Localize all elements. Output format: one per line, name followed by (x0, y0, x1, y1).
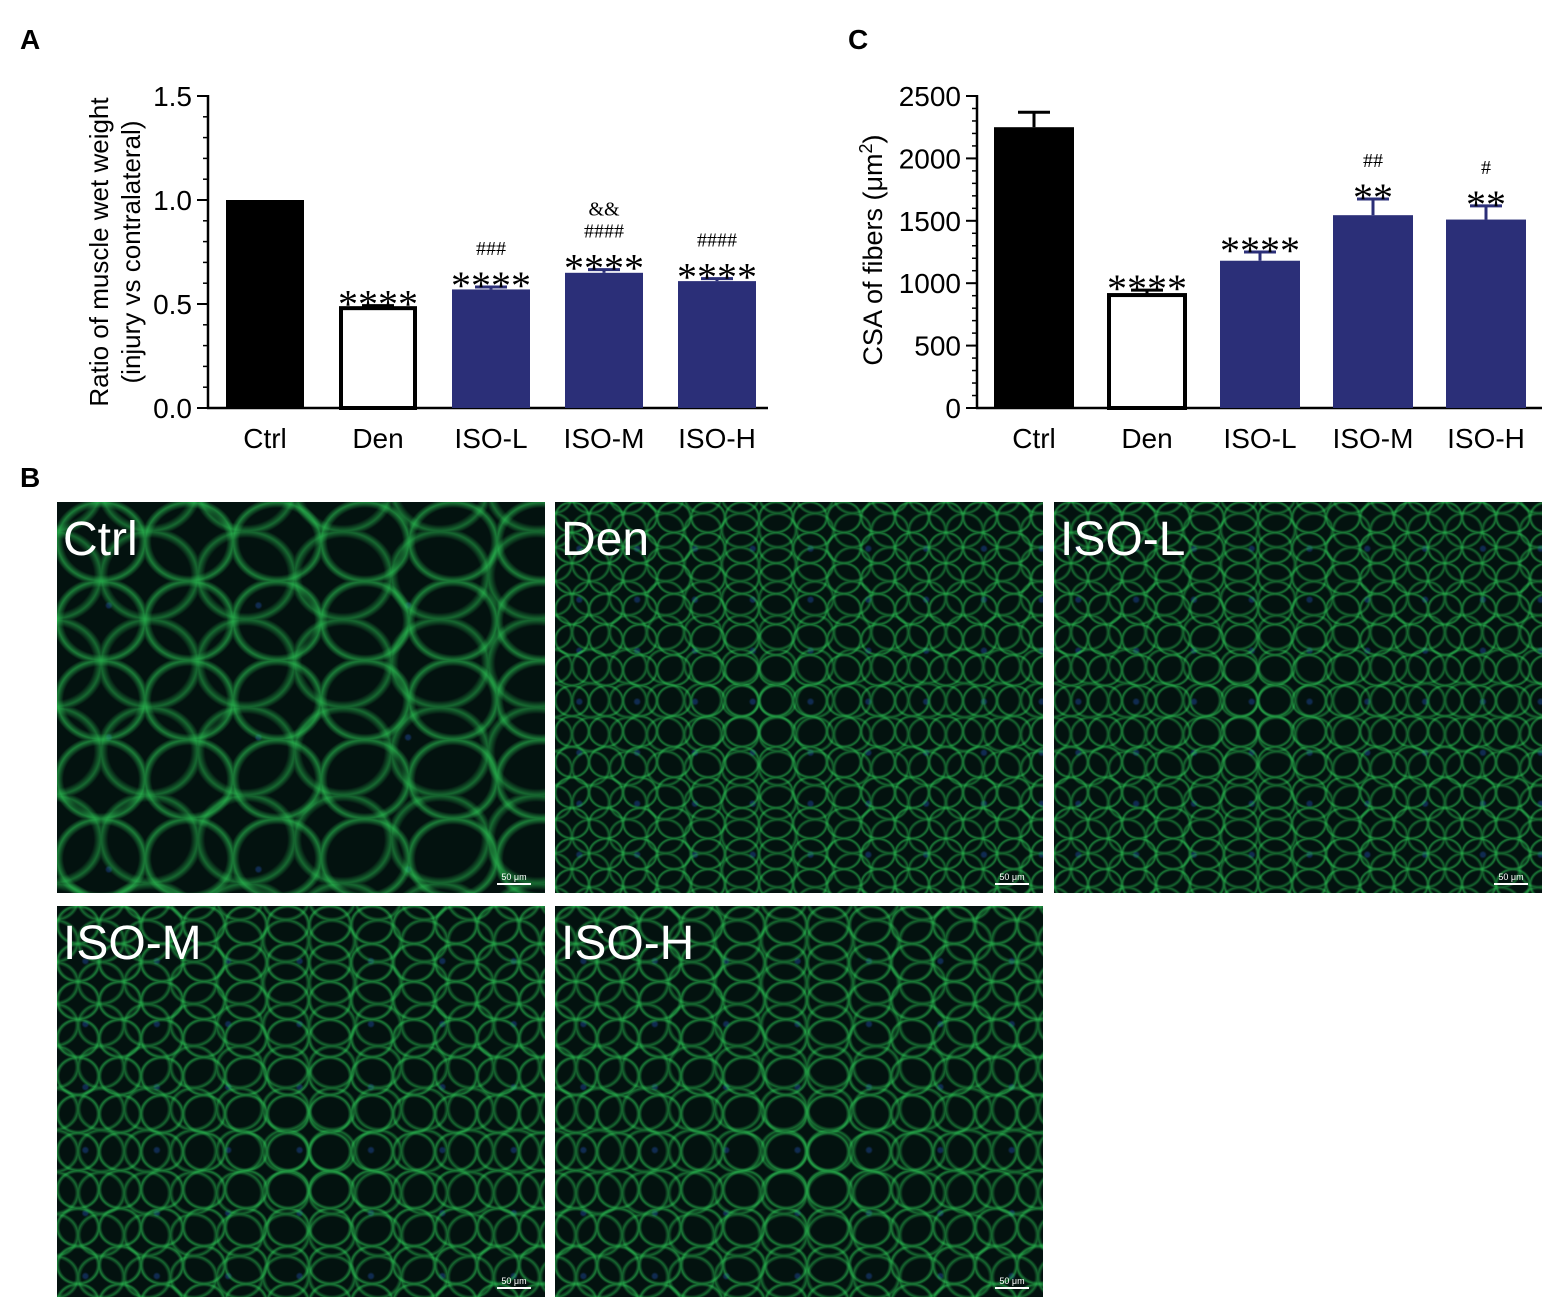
bar-ctrl (994, 127, 1074, 408)
y-axis-title: CSA of fibers (μm2) (856, 134, 888, 365)
micrograph-den: Den 50 μm (555, 502, 1043, 893)
significance-mark: #### (584, 221, 624, 243)
bar-iso-h (1446, 219, 1526, 408)
significance-mark: ** (1466, 182, 1506, 227)
significance-mark: # (1481, 157, 1491, 179)
micrograph-iso-l: ISO-L 50 μm (1054, 502, 1542, 893)
chart-a: 0.0 0.5 1.0 1.5 Ctrl Den **** ISO-L **** ### ISO-M… (84, 81, 768, 454)
bar-den (1107, 293, 1187, 410)
micrograph-ctrl: Ctrl 50 μm (57, 502, 545, 893)
significance-mark: **** (451, 263, 531, 308)
y-tick-label: 2000 (899, 143, 961, 174)
micrograph-label: ISO-H (561, 917, 695, 970)
scale-bar: 50 μm (1494, 873, 1528, 885)
significance-mark: && (588, 199, 620, 221)
y-axis-title: Ratio of muscle wet weight (injury vs con… (84, 97, 146, 407)
fiber-pattern (555, 906, 1043, 1297)
x-tick-label: Den (352, 423, 403, 454)
significance-mark: #### (697, 230, 737, 252)
micrograph-label: Den (561, 513, 650, 566)
y-tick-label: 1.5 (153, 81, 192, 112)
micrograph-iso-h: ISO-H 50 μm (555, 906, 1043, 1297)
bar-iso-m (1333, 215, 1413, 408)
y-tick-label: 1500 (899, 206, 961, 237)
scale-bar: 50 μm (995, 873, 1029, 885)
y-tick-label: 1.0 (153, 185, 192, 216)
significance-mark: **** (1107, 266, 1187, 311)
scale-bar: 50 μm (497, 1277, 531, 1289)
x-tick-label: ISO-L (1223, 423, 1296, 454)
y-tick-label: 500 (914, 331, 961, 362)
x-tick-label: ISO-H (678, 423, 756, 454)
fiber-pattern (555, 502, 1043, 893)
x-tick-label: Den (1121, 423, 1172, 454)
fiber-pattern (57, 906, 545, 1297)
significance-mark: **** (677, 255, 757, 300)
panel-label-c: C (848, 24, 869, 55)
y-tick-label: 0 (945, 393, 961, 424)
bar-ctrl (226, 200, 304, 408)
fiber-pattern (1054, 502, 1542, 893)
bar-iso-l (452, 289, 530, 408)
bar-iso-m (565, 272, 643, 408)
significance-mark: ## (1363, 150, 1383, 172)
x-tick-label: Ctrl (243, 423, 287, 454)
bar-den (339, 306, 417, 410)
x-tick-label: ISO-H (1447, 423, 1525, 454)
significance-mark: **** (564, 246, 644, 291)
micrograph-iso-m: ISO-M 50 μm (57, 906, 545, 1297)
scale-bar: 50 μm (995, 1277, 1029, 1289)
bar-iso-h (678, 281, 756, 408)
x-tick-label: ISO-L (454, 423, 527, 454)
panel-label-b: B (20, 462, 41, 493)
y-tick-label: 1000 (899, 268, 961, 299)
x-tick-label: Ctrl (1012, 423, 1056, 454)
y-axis-title-line-2: (injury vs contralateral) (116, 121, 146, 384)
micrograph-label: ISO-M (63, 917, 202, 970)
significance-mark: **** (1220, 228, 1300, 273)
micrograph-label: ISO-L (1060, 513, 1186, 566)
y-tick-label: 0.5 (153, 289, 192, 320)
bar-iso-l (1220, 260, 1300, 408)
x-tick-label: ISO-M (564, 423, 645, 454)
scale-bar: 50 μm (497, 873, 531, 885)
y-tick-label: 0.0 (153, 393, 192, 424)
fiber-pattern (57, 502, 545, 893)
significance-mark: **** (338, 282, 418, 327)
micrograph-label: Ctrl (63, 513, 138, 566)
x-tick-label: ISO-M (1333, 423, 1414, 454)
significance-mark: ### (476, 238, 506, 260)
significance-mark: ** (1353, 175, 1393, 220)
panel-label-a: A (20, 24, 41, 55)
y-tick-label: 2500 (899, 81, 961, 112)
y-axis-title-line-1: Ratio of muscle wet weight (84, 97, 114, 407)
